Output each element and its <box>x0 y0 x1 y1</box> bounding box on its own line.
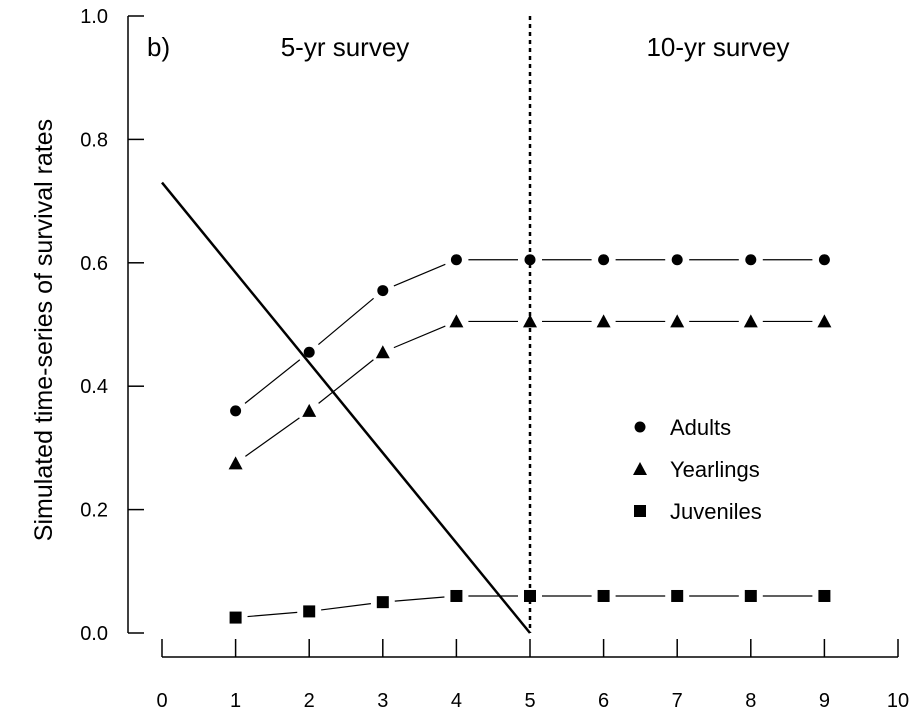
panel-label: b) <box>147 32 170 62</box>
adults-point <box>598 254 610 266</box>
x-tick-label: 8 <box>745 690 756 712</box>
plot-layer: 0.0 0.2 0.4 0.6 0.8 1.0 0 1 2 3 4 5 6 7 8 9 10 Adults Year… <box>80 6 909 712</box>
juveniles-series-segment <box>247 611 298 618</box>
x-tick-label: 9 <box>819 690 830 712</box>
y-tick-label: 0.4 <box>80 376 108 398</box>
yearlings-series-segment <box>318 359 374 404</box>
adults-series-segment <box>244 359 301 404</box>
region-label-5yr: 5-yr survey <box>281 32 410 62</box>
x-tick-label: 10 <box>887 690 909 712</box>
adults-point <box>377 285 389 297</box>
region-label-10yr: 10-yr survey <box>646 32 789 62</box>
y-tick-label: 0.6 <box>80 253 108 275</box>
legend-label-adults: Adults <box>670 415 731 440</box>
y-tick-label: 0.2 <box>80 500 108 522</box>
juveniles-series-segment <box>321 603 371 611</box>
x-tick-label: 0 <box>156 690 167 712</box>
adults-point <box>818 254 830 266</box>
adults-point <box>524 254 536 266</box>
yearlings-point <box>596 314 611 328</box>
legend-marker-yearlings <box>633 462 647 475</box>
legend-label-yearlings: Yearlings <box>670 457 760 482</box>
yearlings-point <box>375 345 390 359</box>
juveniles-point <box>524 589 536 602</box>
x-tick-label: 1 <box>230 690 241 712</box>
legend-marker-adults <box>634 421 646 433</box>
yearlings-point <box>449 314 464 328</box>
x-tick-label: 6 <box>598 690 609 712</box>
yearlings-point <box>302 403 317 417</box>
x-tick-label: 5 <box>524 690 535 712</box>
adults-series-segment <box>318 297 374 346</box>
juveniles-point <box>229 611 242 624</box>
y-tick-label: 0.0 <box>80 623 108 645</box>
adults-series-segment <box>393 263 446 287</box>
x-tick-label: 7 <box>672 690 683 712</box>
adults-point <box>303 346 315 358</box>
yearlings-series-segment <box>245 417 300 457</box>
yearlings-point <box>228 456 243 470</box>
y-tick-label: 0.8 <box>80 129 108 151</box>
juveniles-point <box>744 589 757 602</box>
juveniles-point <box>450 589 463 602</box>
yearlings-point <box>743 314 758 328</box>
juveniles-point <box>818 589 831 602</box>
y-axis-label: Simulated time-series of survival rates <box>30 119 58 541</box>
adults-point <box>230 405 242 417</box>
juveniles-point <box>376 596 389 609</box>
y-tick-label: 1.0 <box>80 6 108 28</box>
x-tick-label: 3 <box>377 690 388 712</box>
legend-label-juveniles: Juveniles <box>670 499 762 524</box>
juveniles-point <box>303 605 316 618</box>
adults-point <box>671 254 683 266</box>
juveniles-point <box>671 589 684 602</box>
yearlings-point <box>817 314 832 328</box>
x-tick-label: 2 <box>304 690 315 712</box>
yearlings-series-segment <box>393 325 446 349</box>
x-tick-label: 4 <box>451 690 462 712</box>
yearlings-point <box>670 314 685 328</box>
juveniles-point <box>597 589 610 602</box>
adults-point <box>745 254 757 266</box>
legend-marker-juveniles <box>634 505 646 517</box>
trend-line <box>161 181 531 634</box>
adults-point <box>450 254 462 266</box>
yearlings-point <box>523 314 537 328</box>
juveniles-series-segment <box>394 596 445 602</box>
